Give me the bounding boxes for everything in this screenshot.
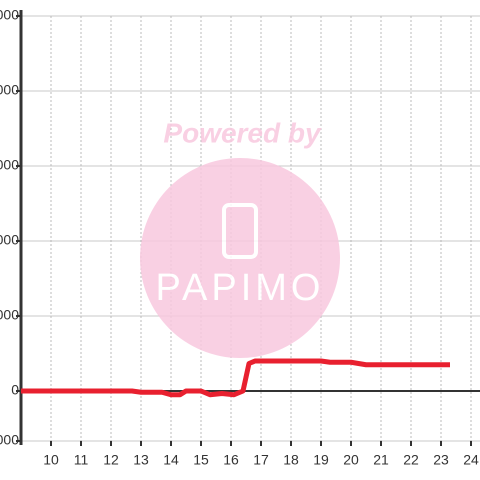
y-tick-label: 150,000 [0,7,19,23]
watermark-icon [222,203,258,259]
x-tick-label: 16 [223,452,239,468]
x-tick-label: 11 [74,452,89,468]
x-tick-label: 20 [343,452,359,468]
plot: -20,000 0 30,000 60,000 90,000 120,000 150,000… [0,7,480,468]
data-line [21,358,450,398]
x-tick-label: 17 [253,452,269,468]
watermark: Powered by PAPIMO [140,117,340,358]
y-tick-label: 0 [11,382,19,398]
y-tick-label: 120,000 [0,82,19,98]
x-tick-label: 24 [463,452,479,468]
x-tick-label: 21 [373,452,389,468]
y-tick-label: -20,000 [0,432,19,448]
x-tick-label: 15 [193,452,209,468]
x-tick-label: 12 [103,452,119,468]
y-tick-label: 60,000 [0,232,19,248]
watermark-logo: PAPIMO [156,267,325,309]
y-tick-label: 30,000 [0,307,19,323]
x-tick-label: 10 [43,452,59,468]
x-tick-label: 23 [433,452,449,468]
x-tick-label: 14 [163,452,179,468]
x-tick-label: 18 [283,452,299,468]
x-tick-label: 19 [313,452,329,468]
watermark-text: Powered by [163,117,322,148]
x-tick-label: 22 [403,452,419,468]
y-tick-label: 90,000 [0,157,19,173]
x-tick-label: 13 [133,452,149,468]
